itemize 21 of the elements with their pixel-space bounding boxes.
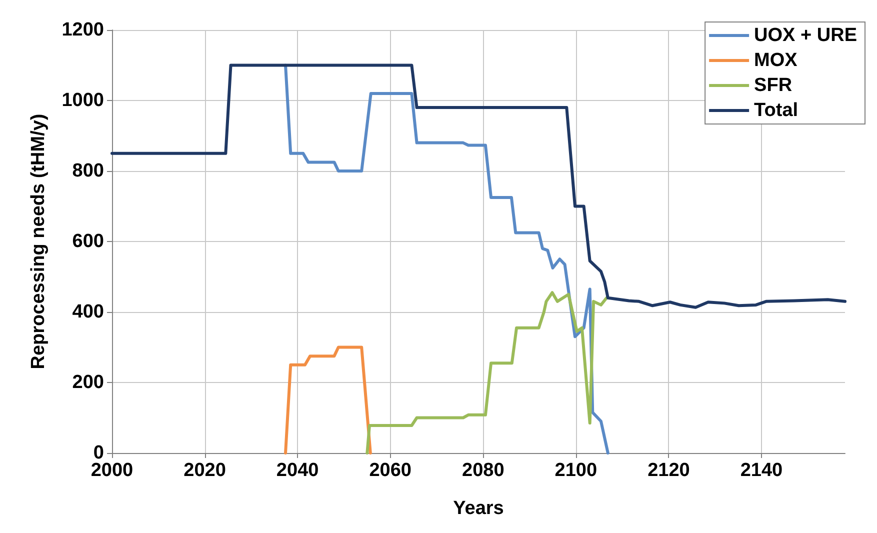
legend-label: SFR [754,75,792,96]
x-tick-label: 2080 [462,460,504,481]
y-tick-label: 600 [72,231,104,252]
y-tick-label: 800 [72,160,104,182]
legend-label: MOX [754,50,798,71]
legend-label: UOX + URE [754,25,858,46]
line-series [366,291,608,454]
x-tick-label: 2140 [740,460,783,481]
y-tick-label: 400 [72,302,104,322]
line-series [284,346,372,454]
y-tick-label: 1000 [62,90,104,111]
x-tick-label: 2040 [276,460,319,481]
legend-label: Total [754,100,798,121]
x-axis-title: Years [453,498,504,519]
y-axis-title: Reprocessing needs (tHM/y) [28,114,49,370]
y-tick-label: 1200 [62,20,104,40]
x-tick-label: 2060 [369,460,412,481]
y-tick-label: 200 [72,372,104,393]
x-tick-label: 2120 [648,460,690,481]
x-tick-label: 2020 [184,460,226,481]
x-tick-label: 2100 [554,460,598,481]
